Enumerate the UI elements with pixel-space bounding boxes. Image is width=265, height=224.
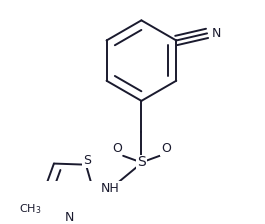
Text: N: N (65, 211, 74, 224)
Text: O: O (112, 142, 122, 155)
Text: S: S (137, 155, 146, 169)
Text: CH$_3$: CH$_3$ (19, 202, 41, 216)
Text: O: O (161, 142, 171, 155)
Text: S: S (83, 154, 91, 167)
Text: NH: NH (101, 182, 120, 195)
Text: N: N (212, 27, 221, 40)
